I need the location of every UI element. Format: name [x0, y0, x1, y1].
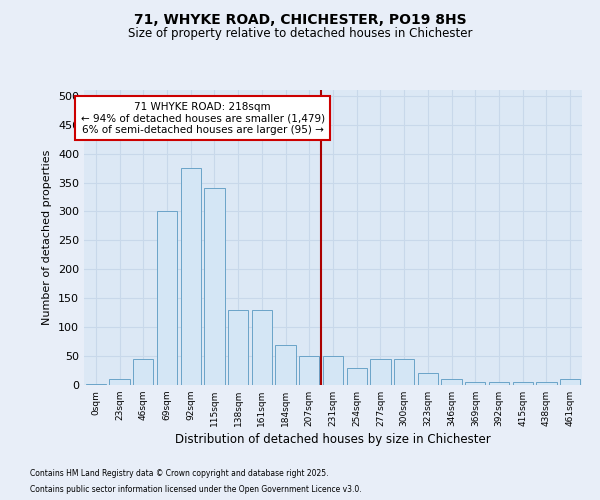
- Bar: [560, 379, 580, 385]
- Bar: [181, 168, 201, 385]
- Bar: [347, 368, 367, 385]
- Bar: [536, 382, 557, 385]
- Text: 71 WHYKE ROAD: 218sqm
← 94% of detached houses are smaller (1,479)
6% of semi-de: 71 WHYKE ROAD: 218sqm ← 94% of detached …: [80, 102, 325, 135]
- Bar: [418, 374, 438, 385]
- Bar: [394, 359, 414, 385]
- Text: 71, WHYKE ROAD, CHICHESTER, PO19 8HS: 71, WHYKE ROAD, CHICHESTER, PO19 8HS: [134, 12, 466, 26]
- Text: Contains public sector information licensed under the Open Government Licence v3: Contains public sector information licen…: [30, 485, 362, 494]
- X-axis label: Distribution of detached houses by size in Chichester: Distribution of detached houses by size …: [175, 433, 491, 446]
- Text: Contains HM Land Registry data © Crown copyright and database right 2025.: Contains HM Land Registry data © Crown c…: [30, 468, 329, 477]
- Y-axis label: Number of detached properties: Number of detached properties: [43, 150, 52, 325]
- Text: Size of property relative to detached houses in Chichester: Size of property relative to detached ho…: [128, 28, 472, 40]
- Bar: [86, 384, 106, 385]
- Bar: [465, 382, 485, 385]
- Bar: [157, 212, 177, 385]
- Bar: [205, 188, 224, 385]
- Bar: [133, 359, 154, 385]
- Bar: [275, 344, 296, 385]
- Bar: [442, 379, 461, 385]
- Bar: [370, 359, 391, 385]
- Bar: [489, 382, 509, 385]
- Bar: [323, 356, 343, 385]
- Bar: [109, 379, 130, 385]
- Bar: [228, 310, 248, 385]
- Bar: [512, 382, 533, 385]
- Bar: [299, 356, 319, 385]
- Bar: [252, 310, 272, 385]
